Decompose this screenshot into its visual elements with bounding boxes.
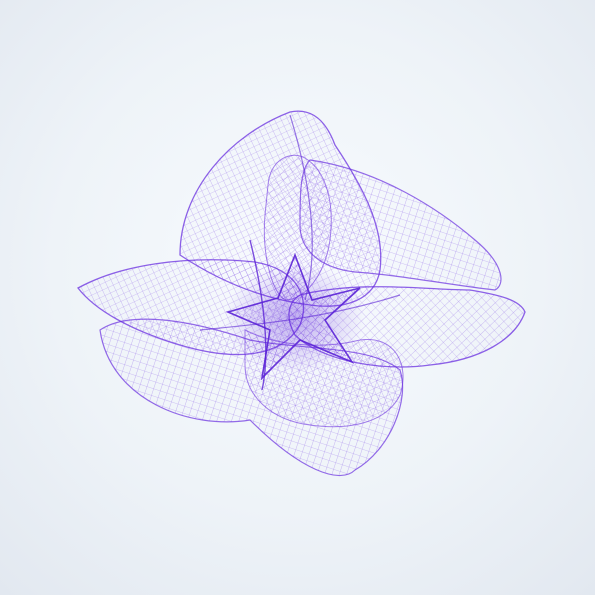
mesh-edge-curve bbox=[289, 114, 313, 301]
mesh-edge-curve bbox=[199, 294, 401, 331]
mesh-edge-curve bbox=[249, 239, 267, 391]
mesh-star-core-overlay bbox=[228, 255, 360, 378]
